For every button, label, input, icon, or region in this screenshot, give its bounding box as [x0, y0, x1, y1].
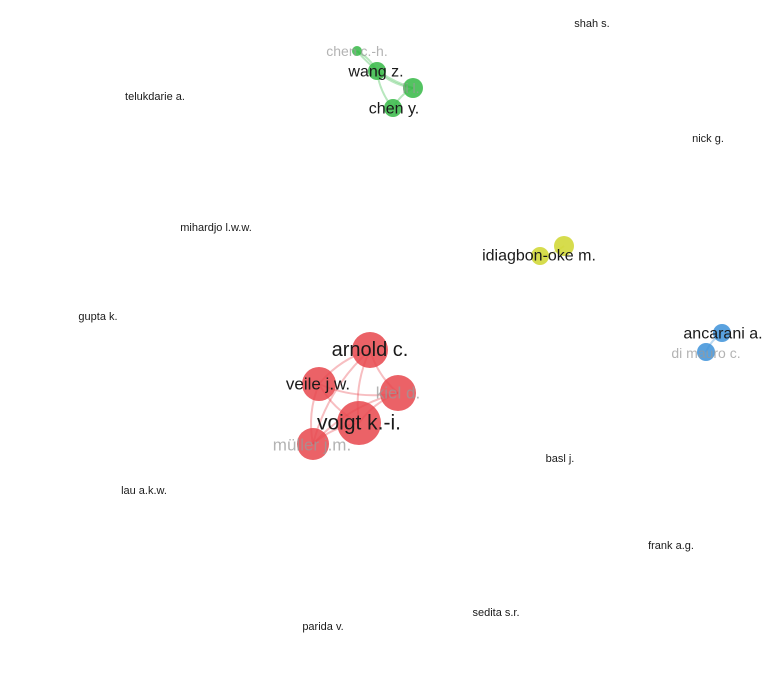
label-kiel[interactable]: kiel d.: [376, 384, 420, 403]
label-mihardjo[interactable]: mihardjo l.w.w.: [180, 222, 252, 234]
label-wang[interactable]: wang z.: [347, 64, 403, 81]
label-voigt[interactable]: voigt k.-i.: [317, 412, 401, 435]
node-kiel[interactable]: [380, 375, 416, 411]
label-muller[interactable]: müller j.m.: [273, 436, 351, 455]
label-dimauro[interactable]: di mauro c.: [671, 345, 740, 361]
node-dimauro[interactable]: [697, 343, 715, 361]
label-basl[interactable]: basl j.: [546, 453, 575, 465]
label-gupta[interactable]: gupta k.: [78, 311, 117, 323]
label-parida[interactable]: parida v.: [302, 621, 343, 633]
node-ancarani[interactable]: [713, 324, 731, 342]
label-lau[interactable]: lau a.k.w.: [121, 485, 167, 497]
node-yellow2[interactable]: [554, 236, 574, 256]
node-chen_ch[interactable]: [352, 46, 362, 56]
label-arnold[interactable]: arnold c.: [332, 339, 409, 361]
label-sedita[interactable]: sedita s.r.: [472, 607, 519, 619]
node-veile[interactable]: [302, 367, 336, 401]
label-frank[interactable]: frank a.g.: [648, 540, 694, 552]
label-nick[interactable]: nick g.: [692, 133, 724, 145]
node-chen_y[interactable]: [384, 99, 402, 117]
node-idiagbon[interactable]: [531, 247, 549, 265]
label-ancarani[interactable]: ancarani a.: [683, 326, 762, 343]
node-arnold[interactable]: [352, 332, 388, 368]
node-li[interactable]: [403, 78, 423, 98]
label-telukdarie[interactable]: telukdarie a.: [125, 91, 185, 103]
nodes-layer: [297, 46, 731, 460]
node-wang[interactable]: [368, 62, 386, 80]
node-muller[interactable]: [297, 428, 329, 460]
labels-layer: shah s. telukdarie a. nick g. mihardjo l.w.…: [78, 18, 762, 633]
node-voigt[interactable]: [337, 401, 381, 445]
label-idiagbon[interactable]: idiagbon-oke m.: [482, 248, 596, 265]
label-veile[interactable]: veile j.w.: [286, 375, 350, 394]
label-chen_y[interactable]: chen y.: [369, 101, 419, 118]
label-chen_ch[interactable]: chen c.-h.: [326, 43, 387, 59]
label-shah[interactable]: shah s.: [574, 18, 609, 30]
label-li[interactable]: li l.: [402, 80, 419, 96]
